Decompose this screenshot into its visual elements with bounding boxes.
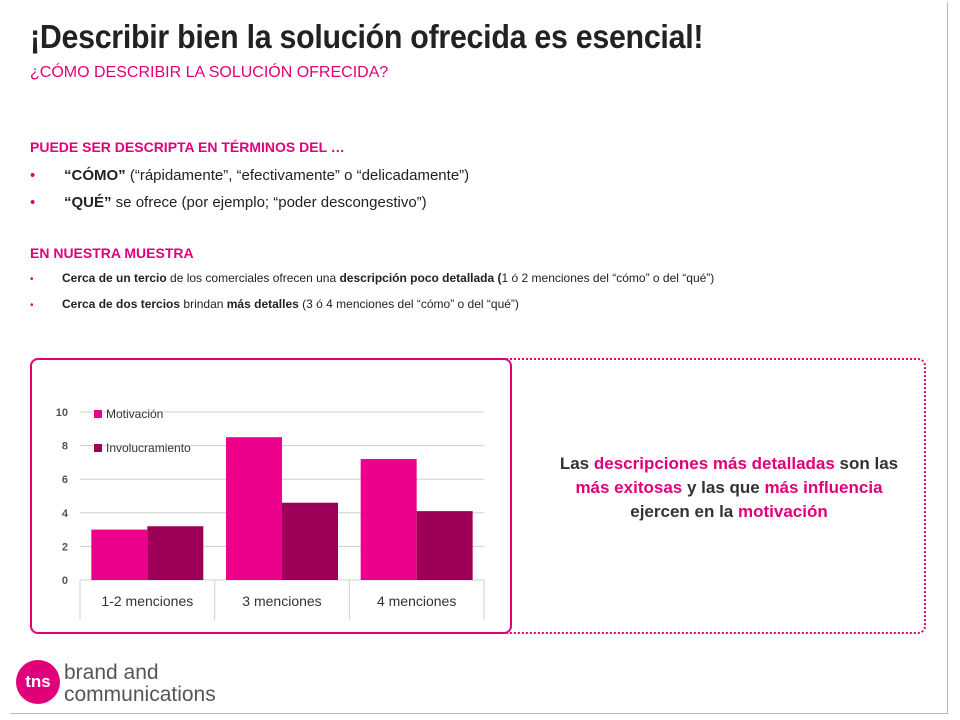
bullet-text: de los comerciales ofrecen una [166, 271, 340, 285]
bar-motivacion [226, 437, 282, 580]
bullet-text: 1 ó 2 menciones del “cómo” o del “qué”) [501, 271, 715, 285]
section2-heading: EN NUESTRA MUESTRA [30, 245, 194, 261]
section1-heading: PUEDE SER DESCRIPTA EN TÉRMINOS DEL … [30, 139, 345, 155]
callout-text: Las descripciones más detalladas son las… [548, 452, 910, 524]
callout-highlight: más exitosas [575, 478, 683, 497]
bullet-bold: Cerca de dos tercios [62, 297, 181, 311]
y-tick-label: 6 [62, 474, 68, 486]
bullet-icon: • [30, 300, 34, 311]
list-item: • Cerca de dos tercios brindan más detall… [30, 297, 519, 311]
bar-involucramiento [416, 511, 473, 580]
bar-chart: 0 2 4 6 8 10 1-2 menciones 3 menciones 4 mencion… [56, 407, 485, 620]
bullet-text: se ofrece (por ejemplo; “poder desconges… [111, 194, 427, 211]
callout-highlight: más influencia [764, 478, 883, 497]
y-tick-label: 8 [62, 441, 68, 453]
legend-swatch [94, 410, 102, 418]
bullet-bold: “CÓMO” [64, 167, 126, 184]
tns-logo-icon [16, 660, 60, 704]
callout-part: Las [559, 454, 594, 473]
logo-line: communications [64, 683, 216, 706]
logo-text: brand and communications [64, 662, 216, 706]
bullet-bold: más detalles [226, 297, 299, 311]
y-tick-label: 2 [62, 541, 68, 553]
x-tick-label: 4 menciones [377, 593, 456, 609]
callout-highlight: descripciones más detalladas [593, 454, 835, 473]
list-item: • Cerca de un tercio de los comerciales o… [30, 271, 714, 285]
callout-part: y las que [682, 478, 765, 497]
logo-mark: tns [25, 672, 51, 691]
bar-motivacion [91, 529, 148, 580]
bullet-bold: descripción poco detallada ( [339, 271, 502, 285]
bullet-bold: Cerca de un tercio [62, 271, 167, 285]
callout-highlight: motivación [737, 502, 828, 521]
bullet-icon: • [30, 194, 36, 211]
y-tick-label: 0 [62, 575, 68, 587]
bar-involucramiento [282, 502, 338, 580]
legend-swatch [94, 444, 102, 452]
legend-label: Motivación [106, 407, 163, 421]
x-tick-label: 3 menciones [242, 593, 321, 609]
page-title: ¡Describir bien la solución ofrecida es … [30, 18, 704, 55]
list-item: • “QUÉ” se ofrece (por ejemplo; “poder de… [30, 194, 427, 211]
bar-motivacion [360, 459, 417, 580]
bullet-bold: “QUÉ” [64, 194, 112, 211]
y-tick-label: 10 [56, 407, 68, 419]
x-tick-label: 1-2 menciones [101, 593, 193, 609]
page-subtitle: ¿CÓMO DESCRIBIR LA SOLUCIÓN OFRECIDA? [30, 64, 389, 81]
callout-part: ejercen en la [630, 502, 738, 521]
bar-involucramiento [147, 526, 204, 580]
y-tick-label: 4 [62, 508, 69, 520]
bullet-text: (“rápidamente”, “efectivamente” o “delic… [125, 167, 470, 184]
chart-container: 0 2 4 6 8 10 1-2 menciones 3 menciones 4 mencion… [30, 358, 512, 634]
bullet-icon: • [30, 167, 36, 184]
callout-part: son las [834, 454, 899, 473]
bullet-icon: • [30, 274, 34, 285]
slide-frame [10, 2, 948, 714]
logo-line: brand and [64, 661, 159, 684]
list-item: • “CÓMO” (“rápidamente”, “efectivamente” … [30, 167, 469, 184]
legend-label: Involucramiento [106, 441, 191, 455]
bullet-text: (3 ó 4 menciones del “cómo” o del “qué”) [298, 297, 519, 311]
bullet-text: brindan [180, 297, 227, 311]
